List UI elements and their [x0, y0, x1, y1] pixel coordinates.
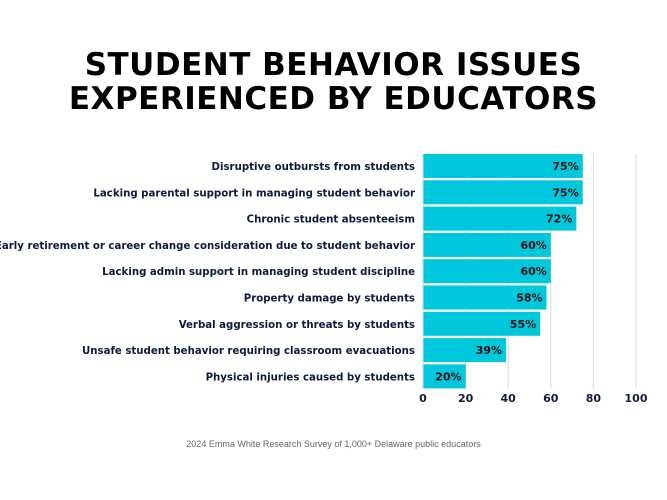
x-tick-label: 80: [586, 392, 602, 405]
bar: [423, 311, 541, 336]
bar: [423, 338, 507, 363]
x-tick-label: 0: [419, 392, 427, 405]
category-label: Lacking parental support in managing stu…: [93, 188, 415, 199]
category-label: Unsafe student behavior requiring classr…: [82, 346, 415, 357]
x-tick-label: 20: [458, 392, 474, 405]
x-tick-label: 60: [543, 392, 559, 405]
category-label: Verbal aggression or threats by students: [179, 320, 415, 331]
chart-title: STUDENT BEHAVIOR ISSUES EXPERIENCED BY E…: [0, 48, 667, 116]
data-label: 60%: [520, 239, 546, 252]
x-tick-label: 100: [625, 392, 648, 405]
bar: [423, 285, 547, 310]
category-label: Property damage by students: [244, 294, 415, 305]
chart-footnote: 2024 Emma White Research Survey of 1,000…: [186, 439, 481, 449]
bar: [423, 259, 551, 284]
category-label: Physical injuries caused by students: [206, 372, 415, 383]
data-label: 55%: [510, 318, 536, 331]
bar: [423, 232, 551, 257]
bar: [423, 180, 583, 205]
bar: [423, 154, 583, 178]
data-label: 60%: [520, 265, 546, 278]
chart-title-line-1: STUDENT BEHAVIOR ISSUES: [84, 47, 583, 83]
data-label: 72%: [546, 213, 572, 226]
data-label: 58%: [516, 292, 542, 305]
chart-title-line-2: EXPERIENCED BY EDUCATORS: [68, 81, 599, 117]
data-label: 75%: [552, 160, 578, 173]
x-tick-label: 40: [501, 392, 517, 405]
bar: [423, 206, 577, 231]
category-label: Early retirement or career change consid…: [0, 241, 415, 252]
data-label: 39%: [476, 344, 502, 357]
category-label: Chronic student absenteeism: [247, 215, 415, 226]
bar: [423, 364, 466, 389]
category-label: Lacking admin support in managing studen…: [102, 267, 415, 278]
data-label: 75%: [552, 186, 578, 199]
data-label: 20%: [435, 370, 461, 383]
category-label: Disruptive outbursts from students: [212, 162, 415, 173]
